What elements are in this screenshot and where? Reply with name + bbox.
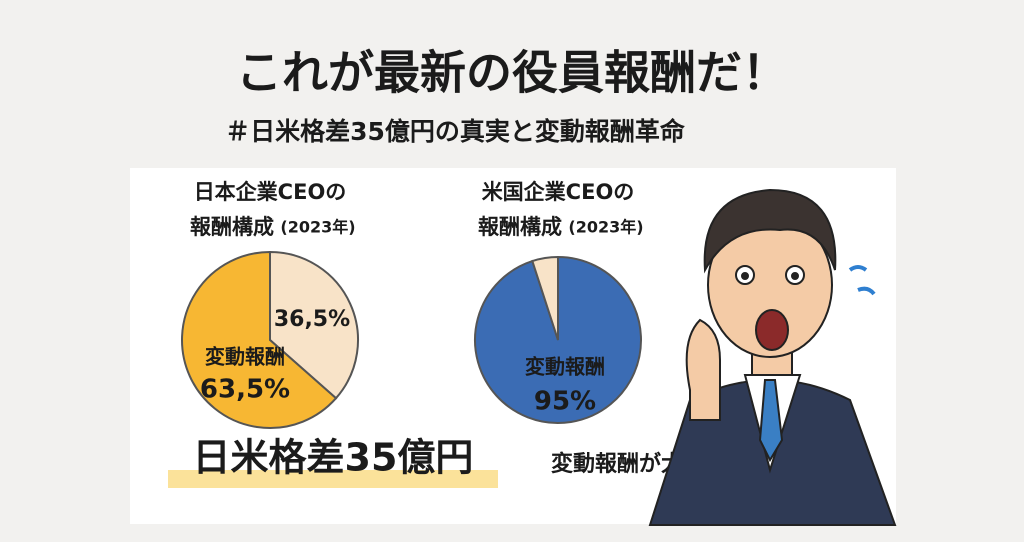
pie-title: 報酬構成 bbox=[190, 215, 274, 239]
slice-value-label: 95% bbox=[534, 387, 596, 417]
pie-slice bbox=[181, 250, 338, 429]
man-illustration bbox=[648, 188, 897, 526]
slice-category: 変動報酬 bbox=[205, 345, 285, 369]
pie-slice bbox=[531, 255, 559, 341]
pie-title: (2023年) bbox=[280, 218, 355, 237]
pie-title: 報酬構成 bbox=[478, 215, 562, 239]
highlight bbox=[168, 470, 498, 488]
gap-callout: 日米格差35億円 bbox=[193, 436, 474, 480]
slice-category: 変動報酬 bbox=[525, 355, 605, 379]
slice-value-label: 36,5% bbox=[274, 307, 350, 332]
pie-title: 米国企業CEOの bbox=[482, 180, 635, 204]
pie-slice bbox=[269, 250, 359, 400]
pie-title: (2023年) bbox=[568, 218, 643, 237]
pie-title: 日本企業CEOの bbox=[194, 180, 347, 204]
slice-value-label: 63,5% bbox=[200, 375, 290, 405]
title: これが最新の役員報酬だ！ bbox=[236, 46, 788, 100]
subtitle: ＃日米格差35億円の真実と変動報酬革命 bbox=[225, 117, 686, 146]
